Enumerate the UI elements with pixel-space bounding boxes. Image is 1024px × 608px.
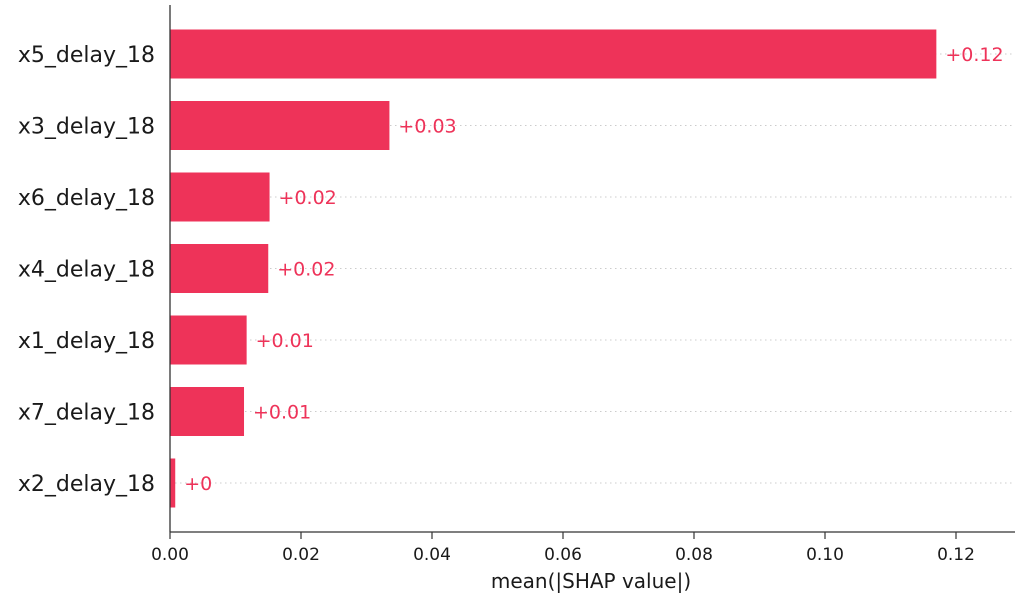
x-tick-label: 0.12 <box>937 545 975 565</box>
axis-layer <box>169 5 1015 539</box>
value-label: +0.12 <box>945 44 1003 66</box>
category-label: x7_delay_18 <box>18 401 155 426</box>
x-tick-label: 0.08 <box>675 545 713 565</box>
value-label: +0.02 <box>277 259 335 281</box>
x-tick-label: 0.04 <box>413 545 451 565</box>
x-tick-label: 0.06 <box>544 545 582 565</box>
value-label: +0.01 <box>256 330 314 352</box>
bar-layer <box>170 29 937 508</box>
category-label: x3_delay_18 <box>18 115 155 140</box>
category-label: x5_delay_18 <box>18 43 155 68</box>
value-label: +0.01 <box>253 402 311 424</box>
bar-x6_delay_18 <box>170 172 270 222</box>
category-label: x1_delay_18 <box>18 329 155 354</box>
bar-x4_delay_18 <box>170 244 269 293</box>
x-tick-label: 0.10 <box>806 545 844 565</box>
bar-x7_delay_18 <box>170 387 245 436</box>
category-label: x2_delay_18 <box>18 472 155 497</box>
bar-x5_delay_18 <box>170 29 937 79</box>
value-label: +0 <box>184 473 212 495</box>
x-axis-title: mean(|SHAP value|) <box>491 569 691 593</box>
bar-x3_delay_18 <box>170 101 390 150</box>
bar-x1_delay_18 <box>170 315 247 365</box>
value-label: +0.02 <box>279 187 337 209</box>
x-tick-label: 0.00 <box>151 545 189 565</box>
bar-x2_delay_18 <box>170 458 176 508</box>
category-label: x6_delay_18 <box>18 186 155 211</box>
x-tick-label: 0.02 <box>282 545 320 565</box>
category-label: x4_delay_18 <box>18 258 155 283</box>
value-label: +0.03 <box>398 116 456 138</box>
label-layer: x5_delay_18 +0.12 x3_delay_18 +0.03 x6_delay… <box>18 43 1004 565</box>
